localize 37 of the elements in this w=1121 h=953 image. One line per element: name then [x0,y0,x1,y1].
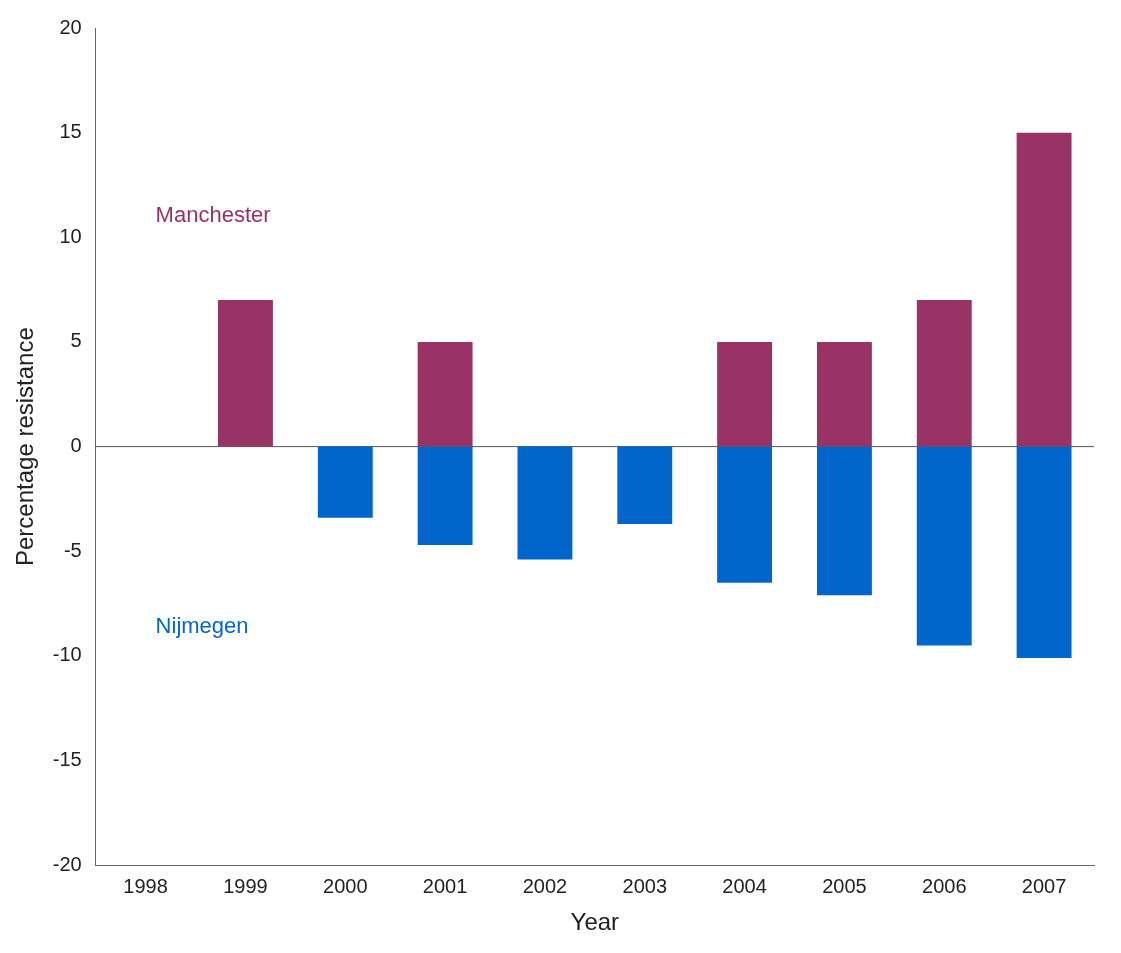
x-tick-label: 2007 [1021,874,1067,897]
x-tick-label: 2003 [622,874,668,897]
x-axis-title: Year [570,908,620,936]
y-tick-label: 15 [59,120,82,143]
bar [218,300,273,447]
bar [617,446,673,525]
y-tick-label: -15 [52,748,82,771]
x-tick-label: 2004 [722,874,767,897]
bar [816,341,872,447]
y-tick-label: -20 [52,852,82,875]
bar [317,446,373,518]
bar [717,446,773,583]
y-tick-label: 5 [70,329,82,352]
bar [916,446,972,646]
bar [417,446,473,545]
bar [1016,132,1072,447]
x-tick-label: 1999 [223,874,268,897]
bar [1016,446,1072,658]
text: Manchester [155,202,271,228]
x-tick-label: 2006 [922,874,967,897]
bar [717,341,773,447]
y-tick-label: -5 [63,538,82,561]
y-tick-label: 0 [70,434,82,457]
x-tick-label: 2005 [822,874,867,897]
y-tick-label: 20 [59,15,82,38]
x-tick-label: 2001 [422,874,468,897]
text: Nijmegen [155,612,249,638]
bar [816,446,872,596]
bar [916,300,972,447]
y-tick-label: 10 [59,224,82,247]
x-tick-label: 2002 [522,874,568,897]
x-tick-label: 1998 [123,874,168,897]
x-tick-label: 2000 [323,874,368,897]
y-tick-label: -10 [52,643,82,666]
y-axis-title: Percentage resistance [11,327,39,567]
bar [417,341,473,447]
bar [517,446,573,560]
